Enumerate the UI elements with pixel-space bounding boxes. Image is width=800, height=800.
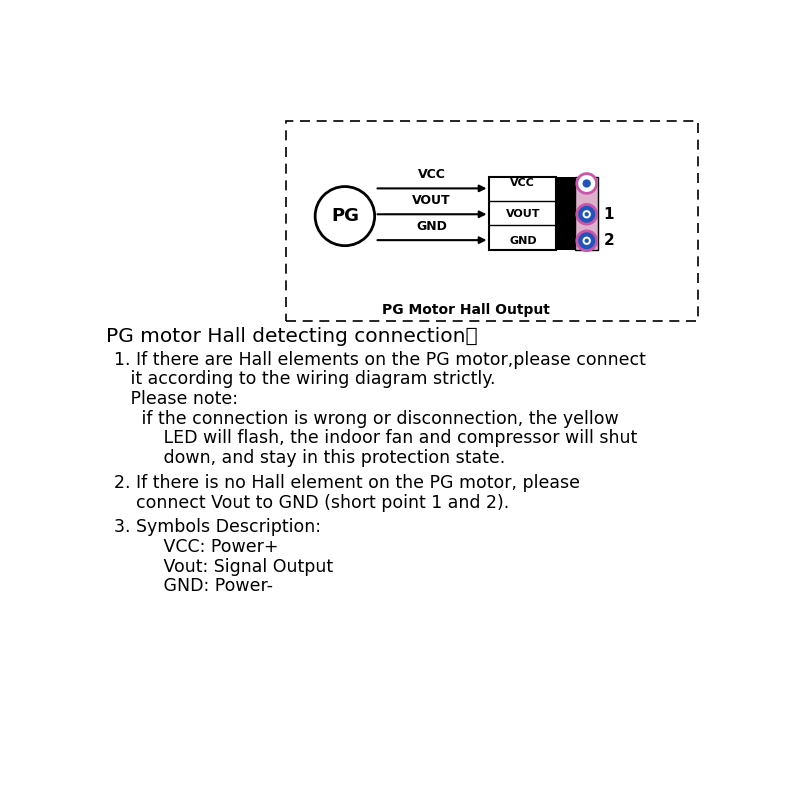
Text: 2: 2 (603, 234, 614, 248)
Text: if the connection is wrong or disconnection, the yellow: if the connection is wrong or disconnect… (114, 410, 618, 428)
Text: PG motor Hall detecting connection：: PG motor Hall detecting connection： (106, 326, 478, 346)
Circle shape (582, 179, 591, 188)
Text: VOUT: VOUT (506, 210, 540, 219)
Text: PG: PG (331, 207, 359, 225)
Bar (556, 178, 575, 250)
Text: Vout: Signal Output: Vout: Signal Output (114, 558, 333, 576)
Text: 3. Symbols Description:: 3. Symbols Description: (114, 518, 321, 536)
Text: VCC: Power+: VCC: Power+ (114, 538, 278, 556)
Text: VOUT: VOUT (412, 194, 451, 207)
Text: GND: GND (416, 220, 447, 233)
Text: PG Motor Hall Output: PG Motor Hall Output (382, 303, 550, 318)
Text: 1. If there are Hall elements on the PG motor,please connect: 1. If there are Hall elements on the PG … (114, 350, 646, 369)
Bar (490, 178, 556, 250)
Text: LED will flash, the indoor fan and compressor will shut: LED will flash, the indoor fan and compr… (114, 430, 637, 447)
Circle shape (577, 205, 597, 224)
Text: GND: GND (509, 236, 537, 246)
Text: 2. If there is no Hall element on the PG motor, please: 2. If there is no Hall element on the PG… (114, 474, 580, 492)
Circle shape (585, 238, 589, 243)
Circle shape (577, 174, 597, 194)
Text: VCC: VCC (418, 168, 446, 181)
Circle shape (315, 186, 374, 246)
Text: 1: 1 (603, 206, 614, 222)
Bar (286, 121, 698, 321)
Circle shape (582, 237, 591, 245)
Text: VCC: VCC (510, 178, 535, 189)
Text: down, and stay in this protection state.: down, and stay in this protection state. (114, 450, 505, 467)
Circle shape (582, 210, 591, 218)
Bar (575, 178, 598, 250)
Circle shape (577, 231, 597, 250)
Circle shape (585, 212, 589, 217)
Text: GND: Power-: GND: Power- (114, 578, 273, 595)
Text: Please note:: Please note: (114, 390, 238, 408)
Text: it according to the wiring diagram strictly.: it according to the wiring diagram stric… (114, 370, 495, 388)
Text: connect Vout to GND (short point 1 and 2).: connect Vout to GND (short point 1 and 2… (114, 494, 509, 511)
